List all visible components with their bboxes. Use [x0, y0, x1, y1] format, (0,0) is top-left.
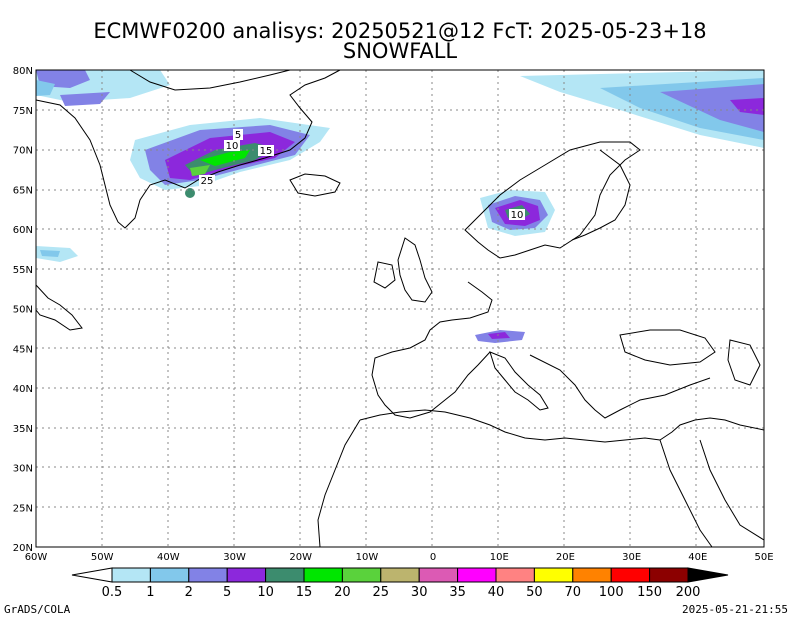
- map-subtitle: SNOWFALL: [342, 39, 458, 63]
- colorbar-label: 0.5: [102, 585, 123, 600]
- contour-label: 15: [260, 146, 273, 157]
- longitude-label: 40E: [688, 552, 707, 563]
- latitude-label: 55N: [13, 265, 33, 276]
- footer-credit: GrADS/COLA: [4, 603, 71, 616]
- colorbar-swatch: [533, 567, 574, 583]
- colorbar-label: 10: [257, 585, 274, 600]
- map-frame: [35, 69, 765, 548]
- contour-label: 25: [201, 176, 214, 187]
- colorbar-lower-arrow: [71, 567, 113, 583]
- latitude-label: 50N: [13, 305, 33, 316]
- longitude-labels: 60W 50W 40W 30W 20W 10W 0 10E 20E 30E 40E 50E: [25, 552, 774, 563]
- longitude-label: 20W: [289, 552, 312, 563]
- colorbar-swatch: [303, 567, 343, 583]
- colorbar-swatch: [111, 567, 151, 583]
- colorbar-swatch: [649, 567, 689, 583]
- contour-label: 10: [511, 210, 524, 221]
- colorbar-label: 5: [223, 585, 231, 600]
- colorbar-label: 30: [411, 585, 428, 600]
- latitude-label: 25N: [13, 503, 33, 514]
- map-title: ECMWF0200 analisys: 20250521@12 FcT: 202…: [93, 19, 707, 43]
- latitude-label: 35N: [13, 424, 33, 435]
- colorbar-label: 40: [488, 585, 505, 600]
- colorbar-label: 35: [449, 585, 466, 600]
- latitude-label: 20N: [13, 543, 33, 554]
- contour-labels: 5 10 15 25 10: [199, 129, 525, 221]
- coastlines: [35, 69, 765, 548]
- latitude-label: 75N: [13, 106, 33, 117]
- colorbar-label: 15: [296, 585, 313, 600]
- colorbar-label: 70: [565, 585, 582, 600]
- longitude-label: 30W: [223, 552, 246, 563]
- colorbar-swatch: [418, 567, 459, 583]
- snowfall-shading: [36, 70, 764, 343]
- colorbar-upper-arrow: [687, 567, 729, 583]
- longitude-label: 30E: [622, 552, 641, 563]
- grid-lines: [36, 70, 764, 547]
- latitude-label: 45N: [13, 344, 33, 355]
- colorbar-label: 2: [185, 585, 193, 600]
- colorbar-label: 150: [637, 585, 662, 600]
- longitude-label: 20E: [556, 552, 575, 563]
- colorbar-swatch: [610, 567, 651, 583]
- longitude-label: 60W: [25, 552, 48, 563]
- footer-timestamp: 2025-05-21-21:55: [682, 603, 788, 616]
- longitude-label: 10W: [356, 552, 379, 563]
- colorbar-swatch: [265, 567, 305, 583]
- latitude-label: 80N: [13, 66, 33, 77]
- colorbar-labels: 0.5 1 2 5 10 15 20 25 30 35 40 50 70 100 150 200: [102, 585, 701, 600]
- colorbar: [71, 567, 729, 583]
- colorbar-label: 50: [526, 585, 543, 600]
- colorbar-label: 1: [146, 585, 154, 600]
- colorbar-label: 20: [334, 585, 351, 600]
- latitude-label: 40N: [13, 384, 33, 395]
- latitude-label: 70N: [13, 146, 33, 157]
- longitude-label: 50E: [754, 552, 773, 563]
- colorbar-swatch: [457, 567, 497, 583]
- colorbar-swatch: [380, 567, 420, 583]
- colorbar-swatch: [572, 567, 612, 583]
- contour-label: 10: [226, 141, 239, 152]
- contour-label: 5: [235, 130, 241, 141]
- colorbar-swatch: [495, 567, 535, 583]
- longitude-label: 10E: [490, 552, 509, 563]
- colorbar-swatch: [149, 567, 190, 583]
- colorbar-label: 100: [599, 585, 624, 600]
- longitude-label: 50W: [91, 552, 114, 563]
- latitude-label: 65N: [13, 185, 33, 196]
- longitude-label: 0: [430, 552, 436, 563]
- longitude-label: 40W: [157, 552, 180, 563]
- latitude-label: 30N: [13, 464, 33, 475]
- colorbar-label: 200: [676, 585, 701, 600]
- colorbar-label: 25: [373, 585, 390, 600]
- colorbar-swatch: [341, 567, 382, 583]
- latitude-labels: 80N 75N 70N 65N 60N 55N 50N 45N 40N 35N 30N 25N 20N: [13, 66, 33, 554]
- colorbar-swatch: [226, 567, 267, 583]
- colorbar-swatch: [188, 567, 228, 583]
- latitude-label: 60N: [13, 225, 33, 236]
